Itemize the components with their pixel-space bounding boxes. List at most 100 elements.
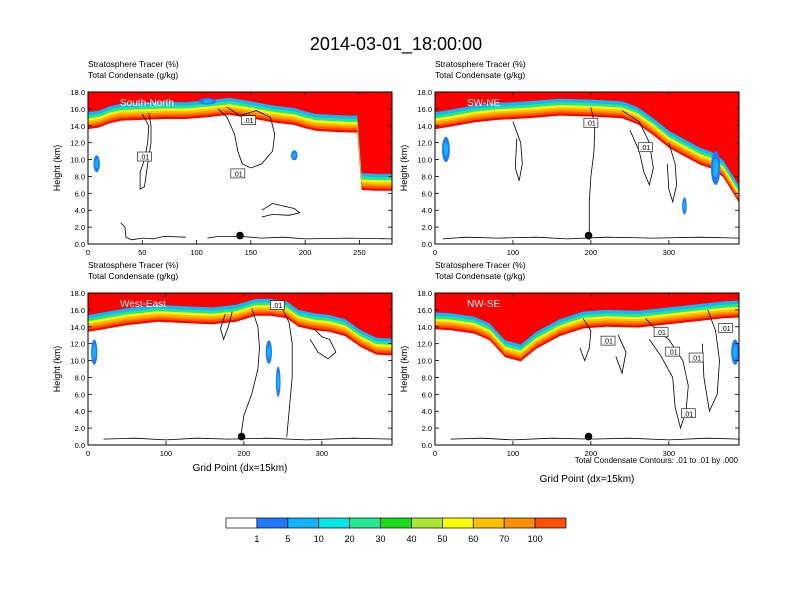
panel-title-tracer: Stratosphere Tracer (%) [88, 260, 179, 270]
panel-region-label: NW-SE [467, 299, 500, 310]
x-tick-label: 200 [585, 248, 598, 257]
y-tick-label: 14.0 [70, 323, 85, 332]
y-tick-label: 10.0 [70, 357, 85, 366]
y-tick-label: 18.0 [417, 88, 432, 97]
contour-label: .01 [721, 326, 731, 333]
y-tick-label: 6.0 [75, 390, 85, 399]
x-tick-label: 0 [433, 248, 437, 257]
y-tick-label: 2.0 [422, 223, 432, 232]
plot-frame [434, 292, 740, 446]
x-tick-label: 200 [238, 449, 251, 458]
y-tick-label: 12.0 [70, 139, 85, 148]
panel-title-tracer: Stratosphere Tracer (%) [435, 260, 526, 270]
x-tick-label: 300 [316, 449, 329, 458]
colorbar-label: 40 [406, 534, 416, 544]
colorbar-label: 50 [437, 534, 447, 544]
contour-label-box [600, 335, 616, 346]
x-tick-label: 100 [507, 449, 520, 458]
tracer-blob-core [92, 345, 96, 360]
y-tick-label: 18.0 [70, 88, 85, 97]
contour-label: .01 [603, 339, 613, 346]
condensate-contours [120, 106, 392, 241]
y-tick-label: 4.0 [422, 407, 432, 416]
contour-label-box [137, 151, 152, 162]
y-tick-label: 16.0 [70, 306, 85, 315]
panel-sw-ne: Stratosphere Tracer (%)Total Condensate … [399, 59, 740, 257]
panel-title-tracer: Stratosphere Tracer (%) [88, 59, 179, 69]
colorbar-box [411, 517, 443, 529]
colorbar-label: 100 [528, 534, 543, 544]
tracer-blob-core [267, 345, 271, 359]
plot-frame [434, 91, 740, 245]
tracer-band-max [88, 293, 392, 339]
plot-frame [87, 91, 393, 245]
y-tick-label: 14.0 [70, 122, 85, 131]
panel-region-label: West-East [120, 299, 166, 310]
contour-line [218, 106, 276, 169]
y-tick-label: 10.0 [70, 156, 85, 165]
y-tick-label: 8.0 [422, 373, 432, 382]
contour-line [282, 309, 293, 437]
y-tick-label: 14.0 [417, 122, 432, 131]
y-tick-label: 16.0 [417, 105, 432, 114]
y-tick-label: 0.0 [422, 441, 432, 450]
figure-title: 2014-03-01_18:00:00 [310, 34, 482, 55]
contour-line [139, 113, 152, 190]
x-tick-label: 100 [160, 449, 173, 458]
contour-label-box [665, 346, 681, 357]
y-tick-label: 2.0 [75, 424, 85, 433]
panel-region-label: South-North [120, 98, 174, 109]
condensate-contours [103, 308, 392, 441]
colorbar-box [380, 517, 412, 529]
condensate-contours [442, 107, 739, 240]
colorbar-label: 20 [345, 534, 355, 544]
site-marker [237, 432, 246, 441]
site-marker [584, 432, 593, 441]
y-tick-label: 10.0 [417, 156, 432, 165]
panel-nw-se: Stratosphere Tracer (%) Total Condensate … [399, 260, 740, 485]
tracer-blob-core [713, 158, 719, 178]
panel-title-condensate: Total Condensate (g/kg) [88, 271, 178, 281]
y-tick-label: 16.0 [70, 105, 85, 114]
colorbar-label: 5 [285, 534, 290, 544]
y-tick-label: 18.0 [417, 289, 432, 298]
y-tick-label: 6.0 [75, 189, 85, 198]
x-tick-label: 100 [190, 248, 203, 257]
contour-label: .01 [683, 411, 693, 418]
contour-line [240, 308, 260, 437]
x-tick-label: 100 [507, 248, 520, 257]
x-tick-label: 50 [138, 248, 146, 257]
tracer-field [435, 293, 739, 365]
contour-label-box [241, 115, 256, 126]
contour-label: .01 [656, 330, 666, 337]
contour-line [120, 222, 186, 241]
contour-footnote: Total Condensate Contours: .01 to .01 by… [575, 456, 739, 465]
contour-line [702, 309, 720, 413]
contour-line [442, 236, 739, 240]
x-tick-label: 200 [299, 248, 312, 257]
contour-label: .01 [140, 155, 150, 162]
tracer-blob-core [276, 373, 280, 391]
y-axis-label: Height (km) [52, 145, 62, 192]
contour-line [207, 236, 392, 240]
contour-label: .01 [641, 145, 651, 152]
contour-label: .01 [668, 350, 678, 357]
contour-label: .01 [233, 171, 243, 178]
colorbar-box [442, 517, 474, 529]
y-tick-label: 4.0 [75, 407, 85, 416]
tracer-blob-core [683, 201, 686, 211]
tracer-band-max [435, 92, 739, 186]
contour-label-box [653, 327, 669, 337]
x-tick-label: 0 [86, 248, 90, 257]
colorbar-box [503, 517, 536, 529]
colorbar-box [318, 517, 350, 529]
panel-title-tracer: Stratosphere Tracer (%) [435, 59, 526, 69]
contour-label-box [718, 323, 734, 333]
colorbar-box [534, 517, 567, 529]
x-axis-label: Grid Point (dx=15km) [540, 474, 635, 485]
contour-label: .01 [273, 303, 283, 310]
colorbar: 1 5 10 20 30 40 50 60 70 100 [225, 517, 567, 544]
panel-title-condensate: Total Condensate (g/kg) [88, 70, 178, 80]
y-tick-label: 10.0 [417, 357, 432, 366]
panel-title-condensate: Total Condensate (g/kg) [435, 70, 525, 80]
